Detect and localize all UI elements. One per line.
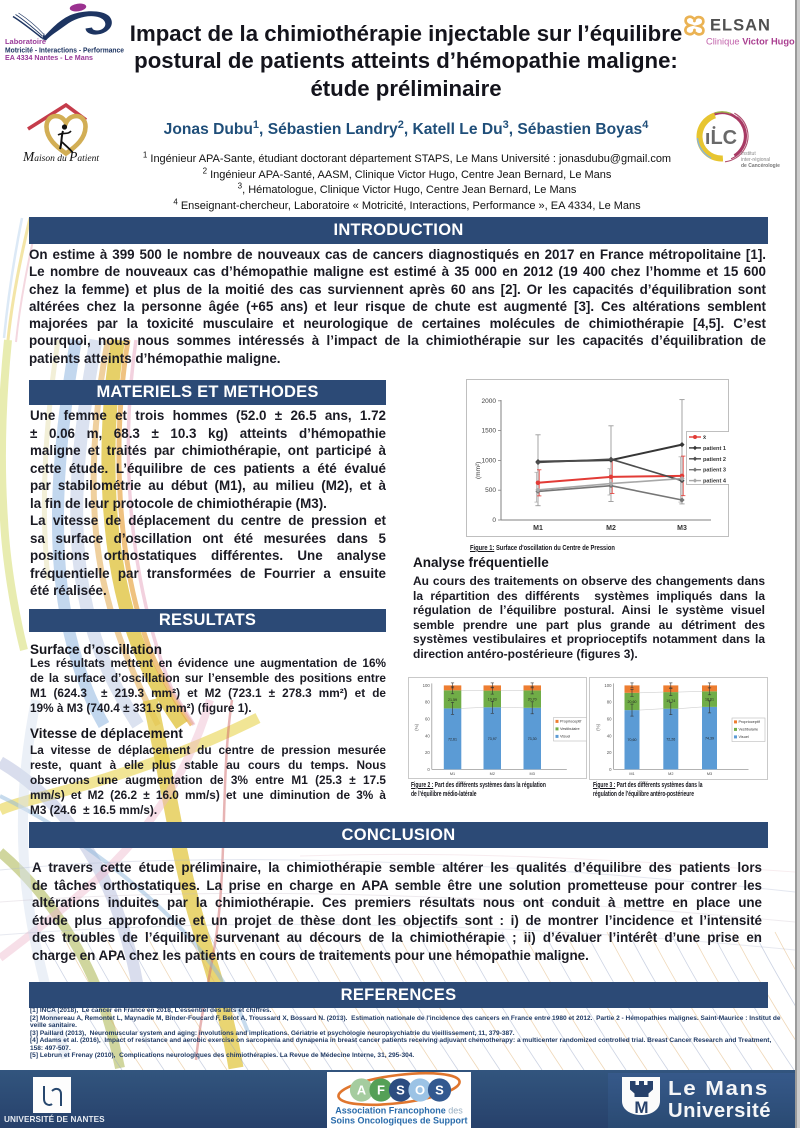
svg-text:0: 0 xyxy=(609,767,612,772)
svg-text:O: O xyxy=(415,1083,425,1098)
svg-text:patient 3: patient 3 xyxy=(703,468,726,474)
svg-text:M3: M3 xyxy=(530,772,535,776)
svg-text:20,60: 20,60 xyxy=(628,700,637,704)
svg-text:M2: M2 xyxy=(668,772,673,776)
svg-text:M1: M1 xyxy=(450,772,455,776)
svg-text:M: M xyxy=(634,1098,648,1117)
svg-text:Association Francophone des: Association Francophone des xyxy=(335,1106,463,1116)
svg-text:ELSAN: ELSAN xyxy=(710,17,771,35)
svg-text:(%): (%) xyxy=(414,723,419,730)
svg-text:Proprioceptif: Proprioceptif xyxy=(739,720,761,724)
svg-text:18,61: 18,61 xyxy=(705,698,714,702)
svg-text:patient 4: patient 4 xyxy=(703,479,727,485)
svg-text:Le Mans: Le Mans xyxy=(668,1077,769,1100)
svg-text:M1: M1 xyxy=(533,525,543,532)
svg-text:Visuel: Visuel xyxy=(739,735,749,739)
svg-text:60: 60 xyxy=(425,717,430,722)
svg-text:Clinique Victor Hugo: Clinique Victor Hugo xyxy=(706,37,795,47)
svg-text:Université: Université xyxy=(668,1099,771,1122)
svg-text:EA 4334 Nantes - Le Mans: EA 4334 Nantes - Le Mans xyxy=(5,53,93,62)
svg-text:0: 0 xyxy=(492,517,496,524)
svg-text:Institut: Institut xyxy=(741,151,756,157)
svg-text:72,61: 72,61 xyxy=(448,737,457,741)
svg-text:F: F xyxy=(377,1083,385,1098)
svg-text:70,60: 70,60 xyxy=(628,738,637,742)
svg-text:M2: M2 xyxy=(606,525,616,532)
svg-text:2000: 2000 xyxy=(482,398,497,405)
svg-text:Vestibulaire: Vestibulaire xyxy=(560,727,580,731)
svg-text:60: 60 xyxy=(607,717,612,722)
svg-text:20: 20 xyxy=(425,750,430,755)
svg-text:1000: 1000 xyxy=(482,457,497,464)
svg-text:20: 20 xyxy=(607,750,612,755)
svg-text:Vestibulaire: Vestibulaire xyxy=(739,728,759,732)
svg-text:x̄: x̄ xyxy=(703,435,707,441)
svg-text:0: 0 xyxy=(427,767,430,772)
svg-text:100: 100 xyxy=(423,683,431,688)
svg-text:80: 80 xyxy=(607,700,612,705)
svg-text:19,83: 19,83 xyxy=(488,697,497,701)
svg-text:Proprioceptif: Proprioceptif xyxy=(560,720,582,724)
svg-text:Soins Oncologiques de Support: Soins Oncologiques de Support xyxy=(330,1116,467,1126)
svg-text:M3: M3 xyxy=(677,525,687,532)
svg-text:21,59: 21,59 xyxy=(448,698,457,702)
svg-text:73,97: 73,97 xyxy=(488,737,497,741)
svg-text:40: 40 xyxy=(425,733,430,738)
svg-text:M2: M2 xyxy=(490,772,495,776)
svg-text:80: 80 xyxy=(425,700,430,705)
svg-text:Motricité - Interactions - Per: Motricité - Interactions - Performance xyxy=(5,46,124,55)
svg-text:19,74: 19,74 xyxy=(666,699,675,703)
svg-text:inter-régional: inter-régional xyxy=(741,157,770,163)
svg-text:S: S xyxy=(396,1083,405,1098)
svg-text:M1: M1 xyxy=(629,772,634,776)
svg-text:40: 40 xyxy=(607,733,612,738)
svg-text:1500: 1500 xyxy=(482,428,497,435)
svg-text:100: 100 xyxy=(604,683,612,688)
svg-text:20,70: 20,70 xyxy=(528,698,537,702)
svg-text:A: A xyxy=(357,1083,367,1098)
svg-text:patient 2: patient 2 xyxy=(703,457,726,463)
svg-text:73,30: 73,30 xyxy=(528,737,537,741)
svg-text:M3: M3 xyxy=(707,772,712,776)
svg-text:S: S xyxy=(435,1083,444,1098)
svg-text:74,39: 74,39 xyxy=(705,737,714,741)
svg-text:ıLC: ıLC xyxy=(705,127,737,149)
svg-text:patient 1: patient 1 xyxy=(703,446,726,452)
svg-text:500: 500 xyxy=(485,487,496,494)
svg-text:72,26: 72,26 xyxy=(666,738,675,742)
svg-text:(%): (%) xyxy=(596,723,601,730)
svg-text:Laboratoire: Laboratoire xyxy=(5,39,46,46)
svg-text:(mm²): (mm²) xyxy=(475,462,482,479)
svg-text:de Cancérologie: de Cancérologie xyxy=(741,163,780,169)
svg-text:Visuel: Visuel xyxy=(560,735,570,739)
svg-text:UNIVERSITÉ DE NANTES: UNIVERSITÉ DE NANTES xyxy=(4,1114,105,1124)
